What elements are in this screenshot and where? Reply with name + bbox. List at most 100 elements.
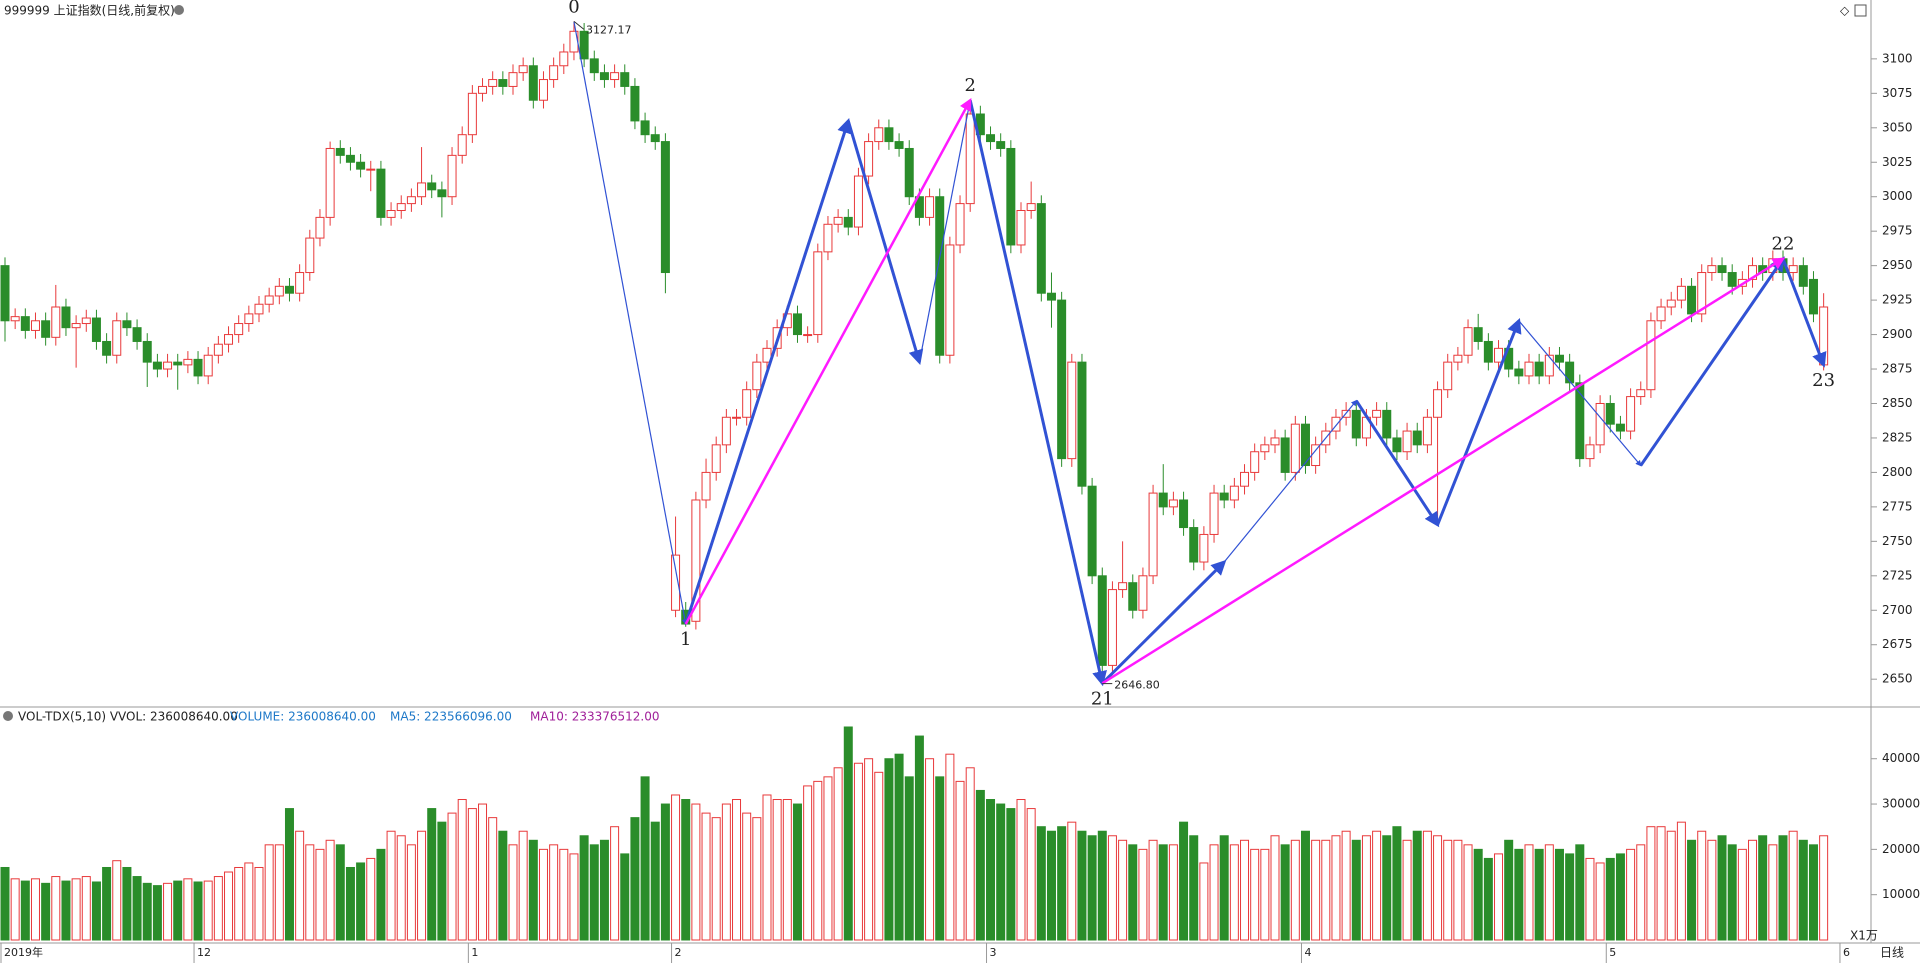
candle-body xyxy=(244,313,254,325)
candle-body xyxy=(752,361,762,391)
candle-body xyxy=(417,182,427,198)
volume-bar xyxy=(1626,848,1636,941)
candle-body xyxy=(1280,437,1290,473)
volume-bar xyxy=(152,885,162,941)
volume-bar xyxy=(965,767,975,941)
y-tick-label: 2675 xyxy=(1882,637,1913,651)
volume-bar xyxy=(1321,839,1331,941)
candle-body xyxy=(1433,389,1443,418)
candle-body xyxy=(254,303,264,315)
volume-bar xyxy=(1758,835,1768,941)
volume-bar xyxy=(1687,839,1697,941)
candle-body xyxy=(1443,361,1453,391)
volume-bar xyxy=(1250,848,1260,941)
candle-body xyxy=(742,389,752,418)
volume-bar xyxy=(1168,844,1178,941)
volume-bar xyxy=(1666,830,1676,941)
candle-body xyxy=(366,168,376,171)
candle-body xyxy=(1808,278,1818,315)
volume-bar xyxy=(386,830,396,941)
candle-body xyxy=(671,554,681,611)
volume-bar xyxy=(1036,826,1046,941)
volume-bar xyxy=(1636,844,1646,941)
volume-bar xyxy=(630,817,640,941)
volume-bar xyxy=(335,844,345,941)
candle-body xyxy=(1514,368,1524,377)
menu-icon[interactable] xyxy=(174,5,184,15)
candle-body xyxy=(1382,409,1392,439)
volume-bar xyxy=(183,878,193,941)
candle-body xyxy=(1026,203,1036,212)
candle-body xyxy=(1300,423,1310,467)
volume-bar xyxy=(284,808,294,941)
volume-bar xyxy=(864,758,874,941)
volume-bar xyxy=(213,876,223,941)
y-tick-label: 2825 xyxy=(1882,430,1913,444)
zigzag-segment xyxy=(1639,256,1785,467)
volume-bar xyxy=(1443,839,1453,941)
candle-body xyxy=(518,65,528,74)
vol-tick-label: 40000 xyxy=(1882,751,1920,765)
volume-bar xyxy=(1748,839,1758,941)
wave-label: 2 xyxy=(964,75,975,96)
volume-bar xyxy=(1605,857,1615,941)
volume-bar xyxy=(620,853,630,941)
candle-body xyxy=(142,340,152,363)
zigzag-segment xyxy=(684,118,852,625)
zigzag-segment xyxy=(918,99,973,363)
volume-bar xyxy=(1077,830,1087,941)
window-icon[interactable] xyxy=(1854,4,1867,17)
volume-bar xyxy=(1118,839,1128,941)
volume-bar xyxy=(345,866,355,941)
candle-body xyxy=(396,203,406,212)
volume-bar xyxy=(1290,839,1300,941)
volume-bar xyxy=(1006,808,1016,941)
volume-bar xyxy=(1595,862,1605,941)
candle-body xyxy=(864,141,874,177)
volume-bar xyxy=(1717,835,1727,941)
y-tick-label: 2975 xyxy=(1882,224,1913,238)
diamond-icon[interactable]: ◇ xyxy=(1840,4,1850,18)
volume-bar xyxy=(1402,839,1412,941)
volume-bar xyxy=(1229,844,1239,941)
zigzag-segment xyxy=(1436,317,1522,526)
y-tick-label: 2800 xyxy=(1882,465,1913,479)
volume-bar xyxy=(538,848,548,941)
candle-body xyxy=(935,196,945,356)
y-tick-label: 2725 xyxy=(1882,568,1913,582)
vol-header: VOL-TDX(5,10) VVOL: 236008640.00 xyxy=(18,710,238,724)
candle-body xyxy=(843,216,853,228)
candle-body xyxy=(1138,575,1148,611)
candle-body xyxy=(51,306,61,338)
zigzag-segment xyxy=(1223,399,1358,563)
volume-bar xyxy=(173,880,183,941)
vol-menu-icon[interactable] xyxy=(3,711,13,721)
x-tick-label: 1 xyxy=(471,946,478,959)
volume-bar xyxy=(559,848,569,941)
candle-body xyxy=(1554,354,1564,363)
volume-bar xyxy=(224,871,234,941)
candle-body xyxy=(508,72,518,87)
candle-body xyxy=(701,471,711,501)
candle-body xyxy=(1748,265,1758,280)
volume-bar xyxy=(1026,808,1036,941)
candle-body xyxy=(853,175,863,228)
candle-body xyxy=(1270,437,1280,446)
volume-bar xyxy=(1819,835,1829,941)
candle-body xyxy=(945,244,955,356)
volume-bar xyxy=(843,726,853,941)
price-label: 2646.80 xyxy=(1114,679,1160,692)
volume-bar xyxy=(955,780,965,941)
candle-body xyxy=(1585,444,1595,460)
candle-body xyxy=(1412,430,1422,446)
candle-body xyxy=(1646,320,1656,391)
volume-bar xyxy=(163,882,173,941)
volume-bar xyxy=(853,762,863,941)
volume-bar xyxy=(986,799,996,941)
volume-bar xyxy=(0,866,10,941)
candle-body xyxy=(335,147,345,156)
candle-body xyxy=(1524,361,1534,377)
y-tick-label: 3050 xyxy=(1882,120,1913,134)
candle-body xyxy=(315,216,325,239)
vol-header: MA5: 223566096.00 xyxy=(390,710,512,724)
